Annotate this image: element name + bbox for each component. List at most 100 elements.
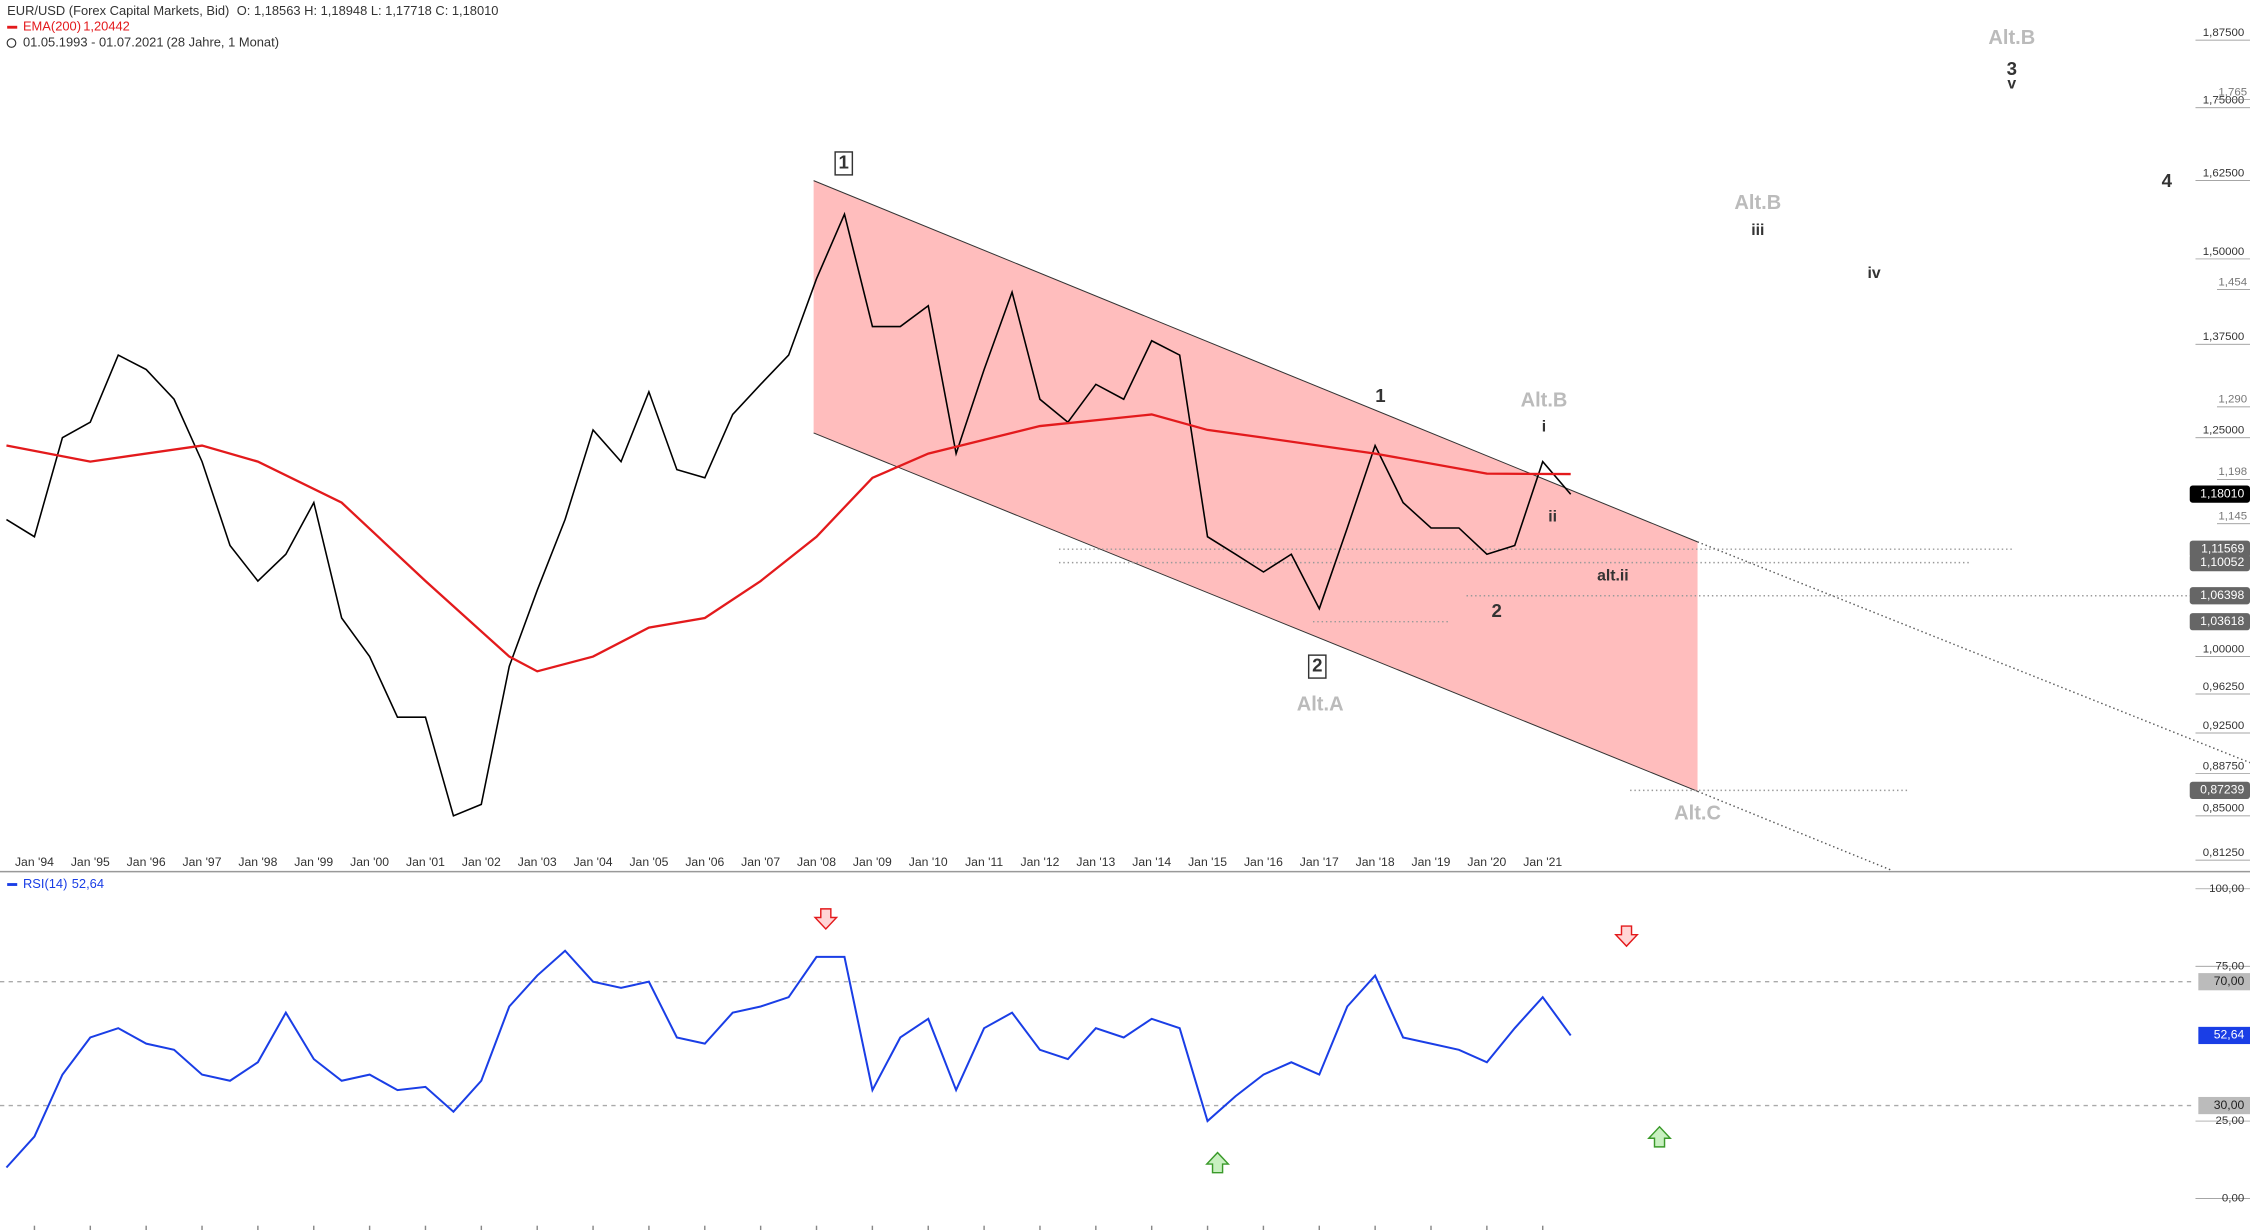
legend-rsi-value: 52,64 bbox=[72, 876, 104, 891]
wave-label: 2 bbox=[1312, 655, 1322, 676]
wave-label: iii bbox=[1751, 222, 1764, 239]
x-tick-label: Jan '07 bbox=[741, 855, 780, 869]
y-tick-label: 75,00 bbox=[2216, 960, 2245, 972]
level-label: 1,198 bbox=[2218, 466, 2247, 478]
x-tick-label: Jan '04 bbox=[574, 855, 613, 869]
level-label: 1,454 bbox=[2218, 276, 2247, 288]
clock-icon bbox=[6, 38, 17, 48]
up-arrow bbox=[1205, 1151, 1230, 1174]
x-tick-label: Jan '09 bbox=[853, 855, 892, 869]
y-tick-label: 0,88750 bbox=[2203, 760, 2244, 772]
y-tick-label: 1,75000 bbox=[2203, 95, 2244, 107]
y-tick-label: 25,00 bbox=[2216, 1115, 2245, 1127]
wave-label: 1 bbox=[1375, 385, 1385, 406]
wave-label: Alt.A bbox=[1297, 694, 1344, 716]
x-tick-label: Jan '08 bbox=[797, 855, 836, 869]
rsi-tag-label: 52,64 bbox=[2214, 1028, 2245, 1042]
x-tick-label: Jan '11 bbox=[965, 855, 1003, 869]
wave-label: v bbox=[2007, 76, 2016, 93]
rsi-tag bbox=[2198, 1026, 2250, 1045]
price-tag bbox=[2189, 587, 2250, 605]
wave-label: 2 bbox=[1491, 600, 1501, 621]
y-tick-label: 1,87500 bbox=[2203, 27, 2244, 39]
y-tick-label: 0,00 bbox=[2222, 1192, 2244, 1204]
wave-label: ii bbox=[1548, 509, 1557, 526]
x-tick-label: Jan '10 bbox=[909, 855, 948, 869]
arrows bbox=[813, 908, 1672, 1174]
wave-label: 3 bbox=[2007, 58, 2017, 79]
wave-label: Alt.B bbox=[1988, 27, 2035, 49]
price-tag-label: 1,18010 bbox=[2200, 486, 2244, 500]
x-tick-label: Jan '97 bbox=[183, 855, 222, 869]
channel bbox=[813, 180, 1698, 792]
down-arrow bbox=[1614, 925, 1639, 948]
price-tag-label: 1,11569 bbox=[2201, 541, 2244, 555]
channel-extension bbox=[1697, 541, 2250, 764]
price-tag-label: 1,10052 bbox=[2200, 555, 2244, 569]
ohlc: O: 1,18563 H: 1,18948 L: 1,17718 C: 1,18… bbox=[237, 3, 499, 18]
band-tag-label: 70,00 bbox=[2214, 974, 2245, 988]
price-tag bbox=[2189, 613, 2250, 631]
channel-edge bbox=[813, 180, 1698, 543]
price-tag bbox=[2189, 554, 2250, 572]
wave-label: alt.ii bbox=[1597, 567, 1629, 584]
y-tick-label: 100,00 bbox=[2209, 883, 2244, 895]
up-arrow bbox=[1647, 1125, 1672, 1148]
price-tag-label: 1,06398 bbox=[2200, 588, 2244, 602]
series-line bbox=[5, 949, 1572, 1169]
wave-label: 4 bbox=[2162, 170, 2173, 191]
y-tick-label: 1,25000 bbox=[2203, 425, 2244, 437]
x-tick-label: Jan '05 bbox=[629, 855, 668, 869]
wave-box bbox=[1307, 654, 1327, 679]
x-tick-label: Jan '21 bbox=[1523, 855, 1562, 869]
wave-label: i bbox=[1542, 418, 1546, 435]
x-tick-label: Jan '02 bbox=[462, 855, 501, 869]
legend-ema: EMA(200) bbox=[23, 19, 81, 34]
price-tag bbox=[2189, 485, 2250, 503]
wave-label: 1 bbox=[839, 151, 849, 172]
price-tag bbox=[2189, 540, 2250, 558]
y-tick-label: 1,37500 bbox=[2203, 331, 2244, 343]
band-tag bbox=[2198, 973, 2250, 991]
header: EUR/USD (Forex Capital Markets, Bid) O: … bbox=[6, 3, 499, 891]
band-tag bbox=[2198, 1096, 2250, 1115]
channel-extension bbox=[1697, 790, 1892, 871]
x-tick-label: Jan '03 bbox=[518, 855, 557, 869]
x-tick-label: Jan '16 bbox=[1244, 855, 1283, 869]
x-tick-label: Jan '12 bbox=[1020, 855, 1059, 869]
x-tick-label: Jan '00 bbox=[350, 855, 389, 869]
series-line bbox=[6, 413, 1571, 673]
price-tag-label: 0,87239 bbox=[2200, 783, 2244, 797]
x-tick-label: Jan '20 bbox=[1467, 855, 1506, 869]
level-label: 1,145 bbox=[2218, 511, 2247, 523]
down-arrow bbox=[813, 908, 839, 930]
x-tick-label: Jan '99 bbox=[294, 855, 333, 869]
wave-box bbox=[834, 151, 854, 176]
x-tick-label: Jan '01 bbox=[406, 855, 445, 869]
y-tick-label: 1,00000 bbox=[2203, 643, 2244, 655]
legend-rsi: RSI(14) bbox=[23, 876, 67, 891]
y-tick-label: 0,92500 bbox=[2203, 720, 2244, 732]
price-tag-label: 1,03618 bbox=[2200, 614, 2244, 628]
level-label: 1,290 bbox=[2218, 394, 2247, 406]
x-tick-label: Jan '98 bbox=[238, 855, 277, 869]
wave-label: Alt.C bbox=[1674, 803, 1721, 825]
y-tick-label: 0,81250 bbox=[2203, 847, 2244, 859]
level-label: 1,765 bbox=[2218, 86, 2247, 98]
wave-label: Alt.B bbox=[1734, 192, 1781, 214]
x-tick-label: Jan '94 bbox=[15, 855, 54, 869]
y-tick-label: 1,62500 bbox=[2203, 167, 2244, 179]
date-range: 01.05.1993 - 01.07.2021 bbox=[23, 34, 164, 49]
legend-ema-value: 1,20442 bbox=[83, 19, 130, 34]
x-tick-label: Jan '06 bbox=[685, 855, 724, 869]
band-tag-label: 30,00 bbox=[2214, 1098, 2245, 1112]
price-tag bbox=[2189, 781, 2250, 800]
x-tick-label: Jan '95 bbox=[71, 855, 110, 869]
channel-edge bbox=[813, 432, 1698, 792]
x-tick-label: Jan '15 bbox=[1188, 855, 1227, 869]
y-tick-label: 0,85000 bbox=[2203, 803, 2244, 815]
x-tick-label: Jan '17 bbox=[1300, 855, 1339, 869]
date-range-note: (28 Jahre, 1 Monat) bbox=[166, 34, 279, 49]
y-tick-label: 1,50000 bbox=[2203, 246, 2244, 258]
x-tick-label: Jan '19 bbox=[1412, 855, 1451, 869]
